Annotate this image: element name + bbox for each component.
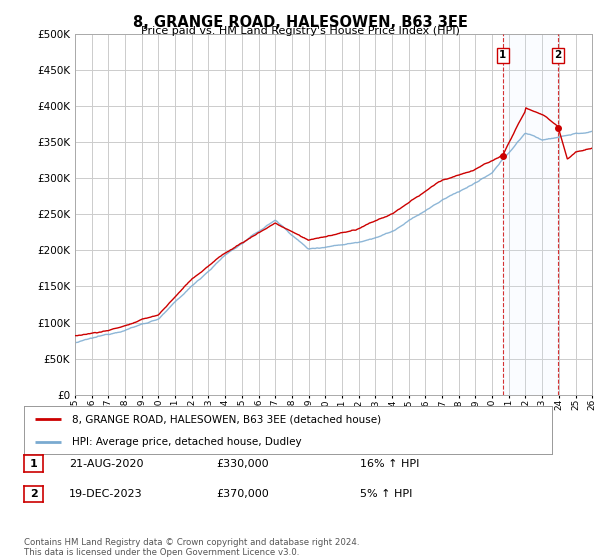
Text: Price paid vs. HM Land Registry's House Price Index (HPI): Price paid vs. HM Land Registry's House … [140, 26, 460, 36]
Text: 16% ↑ HPI: 16% ↑ HPI [360, 459, 419, 469]
Text: 1: 1 [30, 459, 37, 469]
Bar [503, 34, 558, 395]
Text: £370,000: £370,000 [216, 489, 269, 499]
Text: 21-AUG-2020: 21-AUG-2020 [69, 459, 143, 469]
Text: £330,000: £330,000 [216, 459, 269, 469]
Text: HPI: Average price, detached house, Dudley: HPI: Average price, detached house, Dudl… [71, 437, 301, 447]
Text: Contains HM Land Registry data © Crown copyright and database right 2024.
This d: Contains HM Land Registry data © Crown c… [24, 538, 359, 557]
Text: 5% ↑ HPI: 5% ↑ HPI [360, 489, 412, 499]
Text: 2: 2 [554, 50, 562, 60]
Text: 1: 1 [499, 50, 506, 60]
Text: 8, GRANGE ROAD, HALESOWEN, B63 3EE (detached house): 8, GRANGE ROAD, HALESOWEN, B63 3EE (deta… [71, 414, 380, 424]
Text: 19-DEC-2023: 19-DEC-2023 [69, 489, 143, 499]
Text: 8, GRANGE ROAD, HALESOWEN, B63 3EE: 8, GRANGE ROAD, HALESOWEN, B63 3EE [133, 15, 467, 30]
Text: 2: 2 [30, 489, 37, 499]
